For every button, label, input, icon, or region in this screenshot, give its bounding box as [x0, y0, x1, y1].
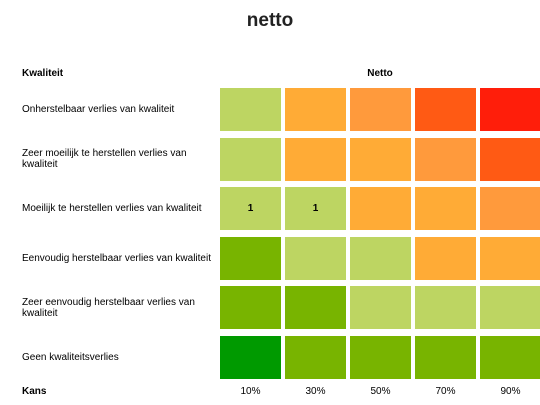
matrix-cell: [350, 88, 411, 131]
matrix-cell: [480, 137, 540, 181]
matrix-cell: [220, 137, 281, 181]
title: netto: [246, 10, 294, 31]
matrix-cell: [285, 137, 346, 181]
matrix-cell: [285, 236, 346, 280]
matrix-cell: 1: [285, 187, 346, 231]
row-header: Kwaliteit: [22, 68, 64, 79]
matrix-cell: [415, 88, 476, 131]
column-label: 90%: [500, 386, 521, 397]
column-label: 70%: [435, 386, 456, 397]
matrix-cell: [415, 187, 476, 231]
column-label: 30%: [305, 386, 326, 397]
column-header: Netto: [367, 68, 393, 79]
column-label: 50%: [370, 386, 391, 397]
matrix-cell: [415, 137, 476, 181]
matrix-cell: [480, 236, 540, 280]
row-label: Onherstelbaar verlies van kwaliteit: [22, 104, 175, 115]
matrix-cell: [220, 236, 281, 280]
column-label: 10%: [240, 386, 261, 397]
matrix-cell: [350, 137, 411, 181]
row-label: Eenvoudig herstelbaar verlies van kwalit…: [22, 252, 211, 264]
matrix-cell: [480, 88, 540, 131]
axis-label: Kans: [22, 386, 47, 397]
matrix-cell: [350, 286, 411, 330]
row-label: Moeilijk te herstellen verlies van kwali…: [22, 203, 202, 215]
matrix-cell: [285, 88, 346, 131]
matrix-cell: [415, 286, 476, 330]
matrix-cell: [350, 236, 411, 280]
matrix-cell: [220, 336, 281, 379]
matrix-cell: [415, 336, 476, 379]
matrix-cell: 1: [220, 187, 281, 231]
row-label: Geen kwaliteitsverlies: [22, 352, 119, 363]
matrix-cell: [480, 286, 540, 330]
matrix-cell: [220, 286, 281, 330]
matrix-cell: [220, 88, 281, 131]
row-label: Zeer moeilijk te herstellen verlies van …: [22, 148, 187, 171]
matrix-cell: [480, 336, 540, 379]
row-label: Zeer eenvoudig herstelbaar verlies van k…: [22, 296, 195, 319]
matrix-cell: [285, 286, 346, 330]
matrix-cell: [350, 336, 411, 379]
matrix-cell: [480, 187, 540, 231]
matrix-cell: [415, 236, 476, 280]
matrix-cell: [350, 187, 411, 231]
matrix-cell: [285, 336, 346, 379]
